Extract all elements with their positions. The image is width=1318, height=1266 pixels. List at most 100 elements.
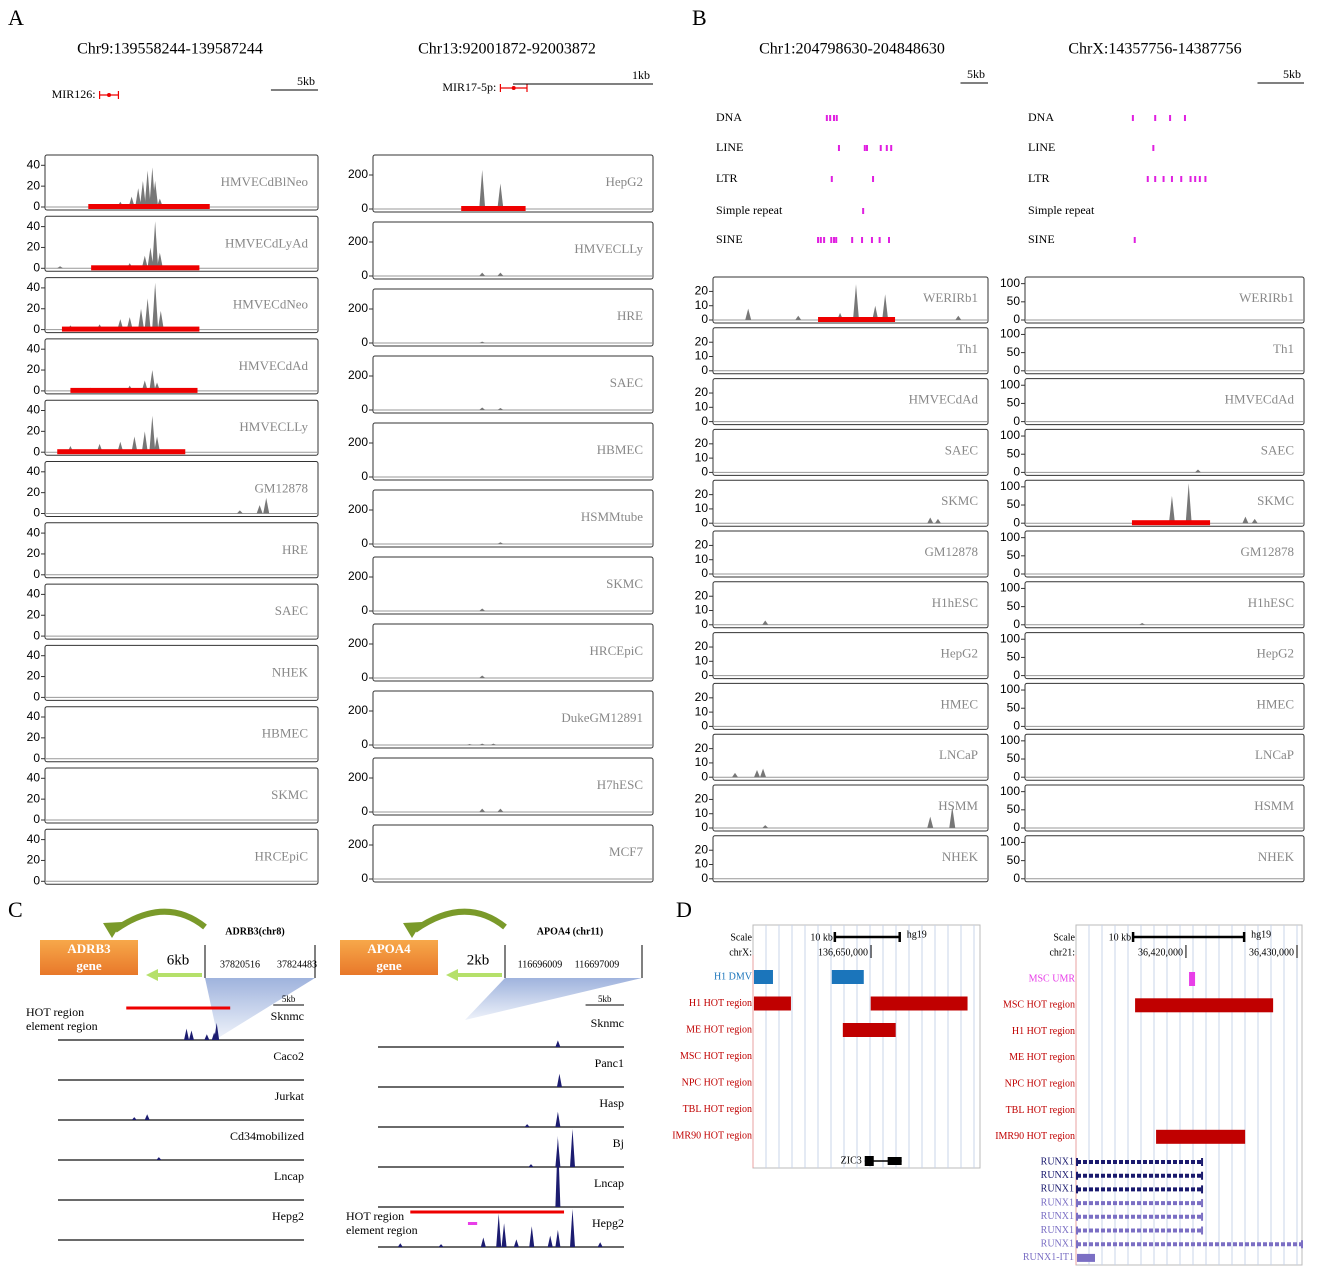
signal-peak — [490, 744, 496, 745]
y-tick-label: 0 — [701, 820, 708, 834]
track-label: GM12878 — [255, 480, 308, 495]
y-tick-label: 10 — [695, 501, 709, 515]
track-label: HMVECLLy — [574, 241, 643, 256]
signal-peak — [237, 510, 243, 513]
y-tick-label: 0 — [1013, 871, 1020, 885]
y-tick-label: 40 — [27, 157, 41, 171]
y-tick-label: 0 — [361, 536, 368, 550]
y-tick-label: 0 — [33, 812, 40, 826]
signal-peak — [570, 1129, 575, 1167]
row-label: NPC HOT region — [682, 1077, 752, 1088]
repeat-element — [879, 237, 881, 243]
y-tick-label: 200 — [348, 502, 368, 516]
track-label: HRE — [282, 542, 308, 557]
signal-peak — [481, 1238, 486, 1248]
track-label: Hasp — [599, 1096, 624, 1110]
signal-peak — [142, 431, 148, 452]
signal-peak — [479, 273, 485, 276]
y-tick-label: 0 — [1013, 769, 1020, 783]
signal-peak — [479, 744, 485, 745]
y-tick-label: 20 — [695, 639, 709, 653]
locus-coord: 37820516 — [220, 959, 260, 970]
y-tick-label: 50 — [1007, 853, 1021, 867]
y-tick-label: 10 — [695, 704, 709, 718]
gene-label: RUNX1 — [1041, 1184, 1074, 1195]
repeat-element — [835, 237, 837, 243]
region-title: Chr9:139558244-139587244 — [77, 41, 263, 58]
y-tick-label: 0 — [33, 506, 40, 520]
region-bar — [871, 997, 968, 1011]
hot-region — [91, 265, 199, 270]
locus-label: APOA4 (chr11) — [537, 926, 603, 937]
signal-peak — [525, 1124, 530, 1127]
y-tick-label: 200 — [348, 636, 368, 650]
track-label: Bj — [613, 1136, 624, 1150]
hot-legend-label: element region — [26, 1019, 98, 1033]
track-label: Hepg2 — [592, 1216, 624, 1230]
track-label: HMVECLLy — [239, 419, 308, 434]
signal-peak — [514, 1239, 519, 1247]
y-tick-label: 10 — [695, 806, 709, 820]
y-tick-label: 20 — [27, 240, 41, 254]
y-tick-label: 0 — [361, 469, 368, 483]
y-tick-label: 0 — [701, 871, 708, 885]
gene-box-text: gene — [76, 958, 102, 973]
repeat-element — [1169, 115, 1171, 121]
signal-peak — [529, 1226, 534, 1247]
scale-label: 5kb — [282, 994, 296, 1004]
row-label: TBL HOT region — [683, 1104, 752, 1115]
signal-peak — [149, 370, 155, 391]
hot-region — [1132, 520, 1210, 525]
signal-peak — [1139, 623, 1145, 625]
track-label: Jurkat — [275, 1089, 305, 1103]
region-bar — [754, 970, 773, 984]
scale-label: 5kb — [598, 994, 612, 1004]
track-label: WERIRb1 — [1239, 290, 1294, 305]
y-tick-label: 200 — [348, 234, 368, 248]
y-tick-label: 20 — [695, 487, 709, 501]
y-tick-label: 50 — [1007, 446, 1021, 460]
region-bar — [1135, 998, 1273, 1012]
y-tick-label: 20 — [27, 853, 41, 867]
repeat-element — [1132, 115, 1134, 121]
repeat-element — [862, 208, 864, 214]
signal-peak — [156, 1157, 161, 1160]
hot-region — [126, 1007, 230, 1010]
y-tick-label: 50 — [1007, 751, 1021, 765]
track-frame — [1025, 328, 1304, 374]
signal-peak — [548, 1236, 553, 1247]
hot-region — [818, 317, 895, 322]
repeat-element — [836, 115, 838, 121]
chrom-label: chrX: — [729, 947, 752, 958]
signal-peak — [598, 1242, 603, 1247]
y-tick-label: 50 — [1007, 650, 1021, 664]
region-bar — [754, 997, 791, 1011]
track-label: HRCEpiC — [255, 848, 308, 863]
y-tick-label: 40 — [27, 648, 41, 662]
y-tick-label: 200 — [348, 837, 368, 851]
y-tick-label: 100 — [1000, 784, 1020, 798]
y-tick-label: 200 — [348, 703, 368, 717]
track-label: H1hESC — [932, 595, 978, 610]
region-title: Chr13:92001872-92003872 — [418, 41, 596, 58]
y-tick-label: 0 — [361, 603, 368, 617]
scale-caption: Scale — [1053, 932, 1075, 943]
panel-letter: B — [692, 5, 707, 30]
repeat-label: SINE — [1028, 232, 1055, 246]
y-tick-label: 200 — [348, 770, 368, 784]
scale-caption: Scale — [730, 932, 752, 943]
y-tick-label: 0 — [701, 617, 708, 631]
distance-arrow-head — [146, 969, 158, 981]
y-tick-label: 50 — [1007, 294, 1021, 308]
track-label: Sknmc — [271, 1009, 304, 1023]
repeat-element — [823, 237, 825, 243]
signal-peak — [189, 1031, 194, 1041]
y-tick-label: 20 — [695, 334, 709, 348]
y-tick-label: 20 — [695, 741, 709, 755]
y-tick-label: 40 — [27, 280, 41, 294]
track-label: HMVECdLyAd — [225, 235, 309, 250]
repeat-element — [888, 237, 890, 243]
row-label: MSC HOT region — [1003, 1000, 1075, 1011]
signal-peak — [762, 621, 768, 625]
track-label: Caco2 — [273, 1049, 304, 1063]
